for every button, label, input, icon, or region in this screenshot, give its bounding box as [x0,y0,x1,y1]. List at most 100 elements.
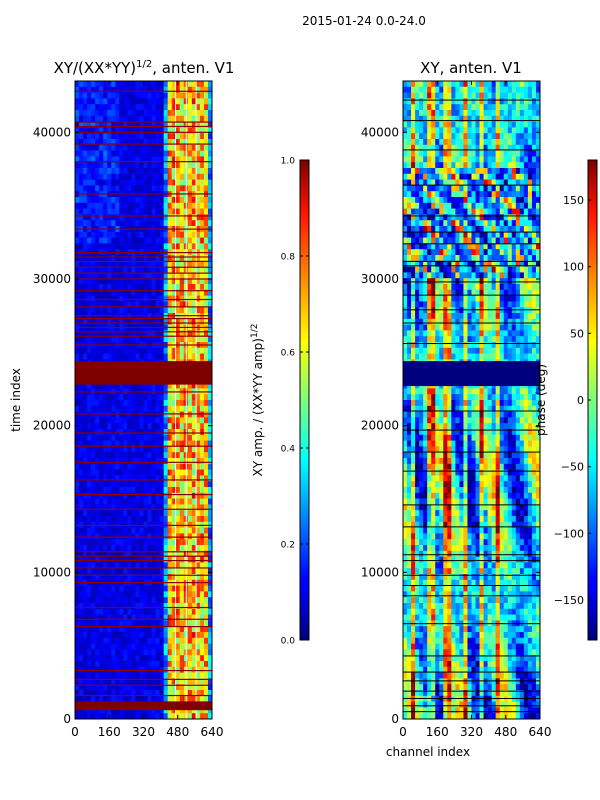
amplitude-cell [147,347,152,354]
phase-cell [475,92,480,99]
amplitude-cell [163,115,168,122]
amplitude-cell [119,597,124,604]
phase-cell [443,144,448,151]
amplitude-cell [127,284,132,291]
amplitude-cell [159,661,164,668]
amplitude-cell [187,382,193,389]
amplitude-cell [103,568,108,575]
amplitude-cell [191,469,197,476]
phase-cell [423,98,428,105]
amplitude-cell [115,504,120,511]
amplitude-cell [99,574,104,581]
amplitude-cell [143,98,148,105]
amplitude-cell [83,603,88,610]
phase-cell [423,92,428,99]
amplitude-cell [199,434,205,441]
amplitude-cell [139,156,144,163]
amplitude-cell [103,127,108,134]
phase-cell [403,243,408,250]
phase-cell [423,231,428,238]
amplitude-cell [123,591,128,598]
amplitude-cell [91,202,96,209]
amplitude-cell [139,202,144,209]
amplitude-cell [155,144,160,151]
amplitude-cell [91,301,96,308]
phase-cell [471,231,476,238]
phase-cell [523,98,529,105]
amplitude-cell [143,110,148,117]
amplitude-cell [131,678,136,685]
phase-cell [403,110,408,117]
phase-cell [475,231,480,238]
amplitude-cell [95,289,100,296]
amplitude-cell [159,498,164,505]
amplitude-cell [151,713,156,719]
amplitude-cell [175,655,181,662]
amplitude-cell [143,527,148,534]
amplitude-cell [151,475,156,482]
amplitude-cell [163,545,168,552]
phase-cell [459,255,464,262]
amplitude-cell [175,115,181,122]
phase-cell [531,197,537,204]
amplitude-cell [139,434,144,441]
amplitude-cell [163,162,168,169]
amplitude-cell [127,260,132,267]
amplitude-cell [135,591,140,598]
amplitude-cell [171,179,177,186]
amplitude-cell [179,608,185,615]
amplitude-cell [119,661,124,668]
amplitude-cell [167,539,173,546]
phase-cell [503,226,509,233]
amplitude-cell [207,202,212,209]
phase-cell [531,121,537,128]
amplitude-cell [107,139,112,146]
phase-cell [491,139,496,146]
amplitude-cell [207,463,212,470]
phase-cell [439,139,444,146]
amplitude-cell [131,208,136,215]
amplitude-cell [91,144,96,151]
phase-cell [459,197,464,204]
amplitude-cell [179,452,185,459]
amplitude-cell [91,289,96,296]
amplitude-cell [139,278,144,285]
amplitude-cell [87,481,92,488]
amplitude-cell [199,417,205,424]
amplitude-cell [107,672,112,679]
amplitude-cell [123,498,128,505]
amplitude-cell [163,405,168,412]
amplitude-cell [159,585,164,592]
amplitude-cell [119,446,124,453]
phase-cell [467,168,472,175]
phase-cell [523,255,529,262]
phase-cell [431,92,436,99]
amplitude-cell [171,684,177,691]
amplitude-cell [155,713,160,719]
amplitude-cell [131,690,136,697]
amplitude-cell [175,162,181,169]
phase-cell [475,208,480,215]
phase-cell [455,266,460,273]
amplitude-cell [199,336,205,343]
phase-cell [435,110,440,117]
amplitude-cell [95,162,100,169]
amplitude-cell [127,255,132,262]
amplitude-cell [191,498,197,505]
amplitude-cell [191,684,197,691]
amplitude-cell [171,423,177,430]
amplitude-cell [167,452,173,459]
phase-cell [459,243,464,250]
phase-cell [431,121,436,128]
phase-cell [463,173,468,180]
amplitude-cell [75,632,80,639]
amplitude-cell [179,284,185,291]
amplitude-cell [139,545,144,552]
amplitude-cell [147,179,152,186]
phase-cell [531,191,537,198]
amplitude-cell [163,278,168,285]
amplitude-cell [191,336,197,343]
phase-cell [515,150,521,157]
amplitude-cell [195,301,201,308]
amplitude-cell [191,104,197,111]
